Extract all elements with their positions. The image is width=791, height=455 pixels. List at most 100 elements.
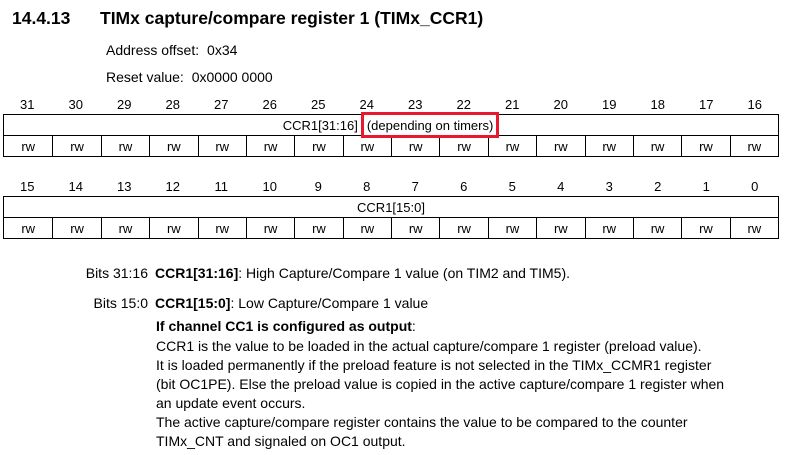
bits-range-label: Bits 15:0 xyxy=(93,295,148,311)
bits-description-text: CCR1[31:16]: High Capture/Compare 1 valu… xyxy=(155,265,570,281)
bit-number: 11 xyxy=(214,179,229,194)
access-cell: rw xyxy=(584,136,633,156)
bit-number: 10 xyxy=(262,179,277,194)
page-title: TIMx capture/compare register 1 (TIMx_CC… xyxy=(100,8,484,28)
field-name-high: CCR1[31:16] xyxy=(282,117,358,133)
address-offset-line: Address offset: 0x34 xyxy=(106,42,237,58)
output-condition-heading: If channel CC1 is configured as output: xyxy=(156,318,416,334)
section-heading: 14.4.13 TIMx capture/compare register 1 … xyxy=(12,8,483,29)
bits-range-label: Bits 31:16 xyxy=(85,265,148,281)
access-cell: rw xyxy=(391,136,439,156)
access-cell: rw xyxy=(197,218,246,238)
description-line: an update event occurs. xyxy=(156,395,306,411)
access-cell: rw xyxy=(632,136,681,156)
access-cell: rw xyxy=(681,218,729,238)
bit-number: 25 xyxy=(311,97,326,112)
bit-table-low: 15 14 13 12 11 10 9 8 7 6 5 4 3 2 1 0 CCR1[15:0] rw rw rw… xyxy=(3,179,779,239)
access-cell: rw xyxy=(584,218,633,238)
access-cell: rw xyxy=(536,136,584,156)
bit-number: 0 xyxy=(751,179,759,194)
bit-table-high: 31 30 29 28 27 26 25 24 23 22 21 20 19 18 17 16 CCR1[31… xyxy=(3,97,779,157)
bit-number: 1 xyxy=(702,179,710,194)
bit-number: 18 xyxy=(650,97,665,112)
description-line: TIMx_CNT and signaled on OC1 output. xyxy=(156,433,406,449)
bit-number: 17 xyxy=(699,97,714,112)
access-cell: rw xyxy=(342,218,391,238)
access-cell: rw xyxy=(149,136,197,156)
section-number: 14.4.13 xyxy=(12,8,71,28)
bit-number: 9 xyxy=(314,179,322,194)
bit-number: 6 xyxy=(460,179,468,194)
description-paragraphs: CCR1 is the value to be loaded in the ac… xyxy=(156,337,786,451)
condition-bold-text: If channel CC1 is configured as output xyxy=(156,318,412,334)
access-row-low: rw rw rw rw rw rw rw rw rw rw rw rw rw rw rw rw xyxy=(3,218,779,239)
access-cell: rw xyxy=(52,218,100,238)
access-row-high: rw rw rw rw rw rw rw rw rw rw rw rw rw rw rw rw xyxy=(3,136,779,157)
field-name-bold: CCR1[15:0] xyxy=(155,295,231,311)
description-line: CCR1 is the value to be loaded in the ac… xyxy=(156,338,702,354)
access-cell: rw xyxy=(342,136,391,156)
description-line: It is loaded permanently if the preload … xyxy=(156,357,712,373)
access-cell: rw xyxy=(439,218,487,238)
bits-31-16-description: Bits 31:16 CCR1[31:16]: High Capture/Com… xyxy=(0,265,788,281)
bit-number: 7 xyxy=(411,179,419,194)
bit-number: 22 xyxy=(456,97,471,112)
field-description: : Low Capture/Compare 1 value xyxy=(230,295,429,311)
bit-number: 3 xyxy=(605,179,613,194)
bit-number: 30 xyxy=(68,97,83,112)
access-cell: rw xyxy=(439,136,487,156)
description-line: (bit OC1PE). Else the preload value is c… xyxy=(156,376,725,392)
bit-number: 20 xyxy=(553,97,568,112)
highlight-box: (depending on timers) xyxy=(360,112,500,138)
bit-number: 14 xyxy=(68,179,83,194)
bit-number: 19 xyxy=(602,97,617,112)
bit-number: 23 xyxy=(408,97,423,112)
bit-number: 16 xyxy=(747,97,762,112)
field-row-low: CCR1[15:0] xyxy=(3,196,779,218)
access-cell: rw xyxy=(294,218,342,238)
access-cell: rw xyxy=(21,138,36,154)
bit-number: 31 xyxy=(20,97,35,112)
bit-number: 2 xyxy=(654,179,662,194)
access-cell: rw xyxy=(536,218,584,238)
bit-number: 27 xyxy=(214,97,229,112)
bit-number: 21 xyxy=(505,97,520,112)
bit-number: 24 xyxy=(359,97,374,112)
access-cell: rw xyxy=(100,136,149,156)
reset-value-value: 0x0000 0000 xyxy=(191,69,273,85)
reset-value-line: Reset value: 0x0000 0000 xyxy=(106,69,273,85)
field-row-high: CCR1[31:16] (depending on timers) xyxy=(3,112,779,138)
access-cell: rw xyxy=(21,220,36,236)
bits-description-text: CCR1[15:0]: Low Capture/Compare 1 value xyxy=(155,295,428,311)
bit-number: 15 xyxy=(20,179,35,194)
bit-number: 28 xyxy=(165,97,180,112)
access-cell: rw xyxy=(391,218,439,238)
access-cell: rw xyxy=(245,218,294,238)
access-cell: rw xyxy=(729,136,778,156)
access-cell: rw xyxy=(100,218,149,238)
address-offset-value: 0x34 xyxy=(207,42,238,58)
access-cell: rw xyxy=(197,136,246,156)
bit-number: 13 xyxy=(117,179,132,194)
access-cell: rw xyxy=(294,136,342,156)
reset-value-label: Reset value: xyxy=(106,69,184,85)
bit-number: 4 xyxy=(557,179,565,194)
description-line: The active capture/compare register cont… xyxy=(156,414,688,430)
access-cell: rw xyxy=(487,136,536,156)
field-name-low: CCR1[15:0] xyxy=(357,199,425,215)
field-name-bold: CCR1[31:16] xyxy=(155,265,239,281)
field-description: : High Capture/Compare 1 value (on TIM2 … xyxy=(238,265,570,281)
condition-colon: : xyxy=(411,318,416,334)
bit-number: 12 xyxy=(165,179,180,194)
field-note: (depending on timers) xyxy=(366,117,494,133)
bits-15-0-description: Bits 15:0 CCR1[15:0]: Low Capture/Compar… xyxy=(0,295,788,311)
bit-numbers-row-low: 15 14 13 12 11 10 9 8 7 6 5 4 3 2 1 0 xyxy=(3,179,779,196)
bit-number: 29 xyxy=(117,97,132,112)
access-cell: rw xyxy=(245,136,294,156)
bit-numbers-row-high: 31 30 29 28 27 26 25 24 23 22 21 20 19 18 17 16 xyxy=(3,97,779,114)
access-cell: rw xyxy=(52,136,100,156)
bit-number: 26 xyxy=(262,97,277,112)
access-cell: rw xyxy=(149,218,197,238)
bit-number: 5 xyxy=(508,179,516,194)
